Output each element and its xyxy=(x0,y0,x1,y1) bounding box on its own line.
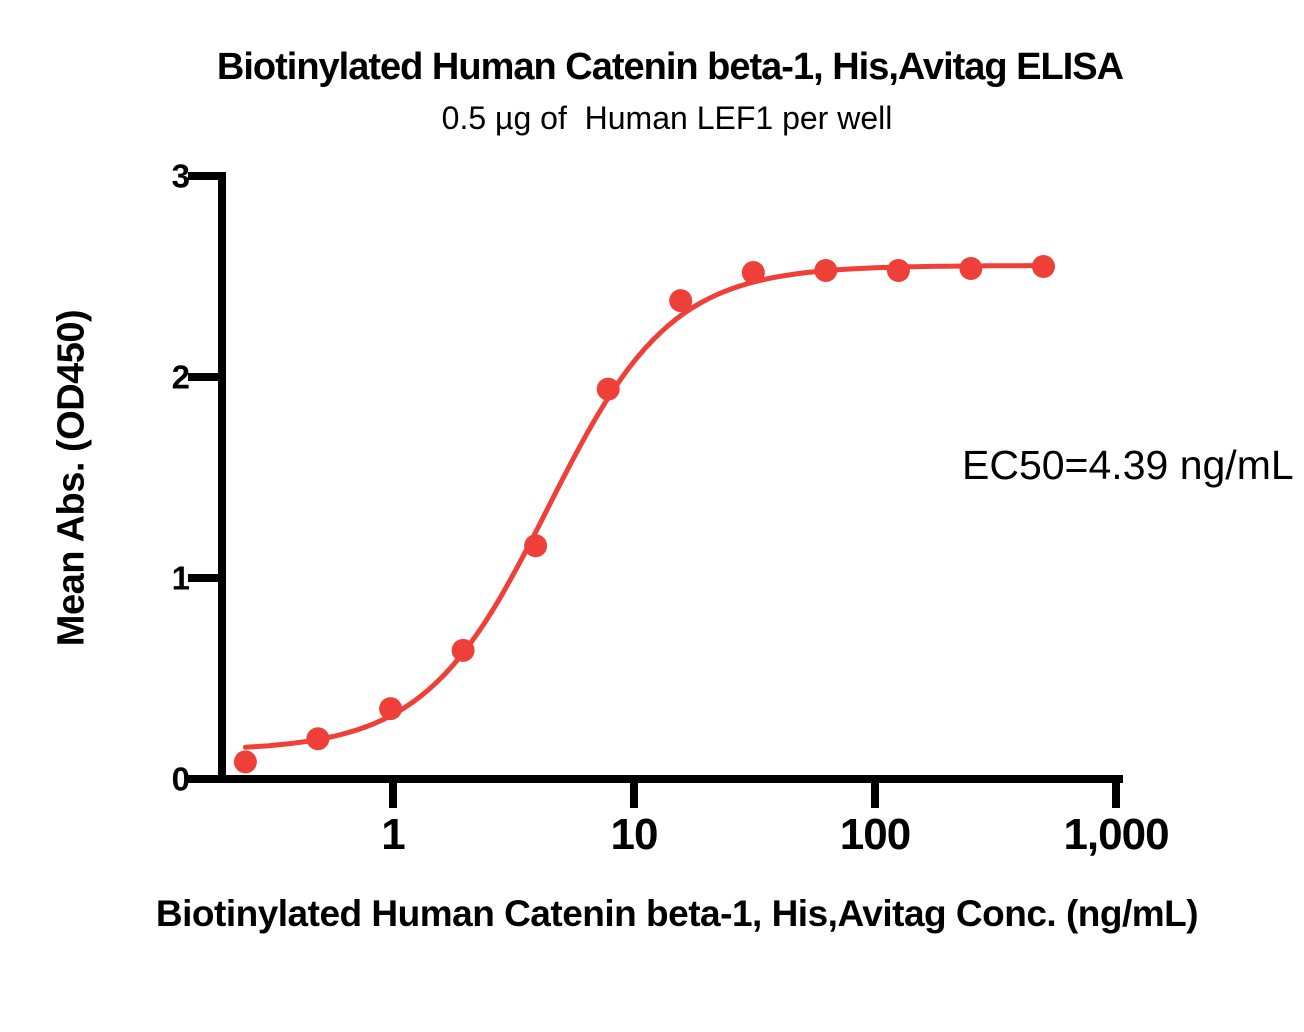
y-tick-mark xyxy=(188,574,222,582)
x-tick-mark xyxy=(871,775,879,808)
y-axis-label: Mean Abs. (OD450) xyxy=(50,309,93,647)
x-tick-mark xyxy=(1112,775,1120,808)
y-tick-mark xyxy=(188,775,222,783)
data-point xyxy=(451,638,475,662)
data-point xyxy=(524,534,548,558)
x-axis-label: Biotinylated Human Catenin beta-1, His,A… xyxy=(155,893,1199,934)
data-point xyxy=(596,377,620,401)
y-tick-label-2: 2 xyxy=(171,358,190,396)
ec50-annotation: EC50=4.39 ng/mL xyxy=(962,442,1294,488)
x-tick-label-1: 1 xyxy=(381,810,406,859)
data-point xyxy=(306,727,330,751)
x-tick-label-10: 10 xyxy=(610,810,659,859)
x-axis xyxy=(218,775,1123,783)
data-point xyxy=(741,261,765,284)
data-point xyxy=(379,697,403,721)
x-tick-label-1000: 1,000 xyxy=(1063,810,1169,859)
data-point xyxy=(814,259,838,282)
data-point xyxy=(1032,255,1055,278)
x-tick-label-100: 100 xyxy=(839,810,911,859)
chart-subtitle: 0.5 µg of Human LEF1 per well xyxy=(441,100,893,136)
y-tick-mark xyxy=(188,373,222,381)
x-tick-mark xyxy=(630,775,638,808)
data-point xyxy=(959,257,983,280)
data-point xyxy=(669,289,693,313)
x-tick-mark xyxy=(389,775,397,808)
data-point xyxy=(233,750,257,774)
y-tick-label-3: 3 xyxy=(171,157,190,195)
fit-curve xyxy=(242,263,1046,750)
chart-title: Biotinylated Human Catenin beta-1, His,A… xyxy=(216,46,1124,88)
data-point xyxy=(886,259,910,282)
y-tick-label-0: 0 xyxy=(171,760,190,798)
y-tick-mark xyxy=(188,172,222,180)
y-tick-label-1: 1 xyxy=(171,559,190,597)
y-axis xyxy=(218,172,226,783)
